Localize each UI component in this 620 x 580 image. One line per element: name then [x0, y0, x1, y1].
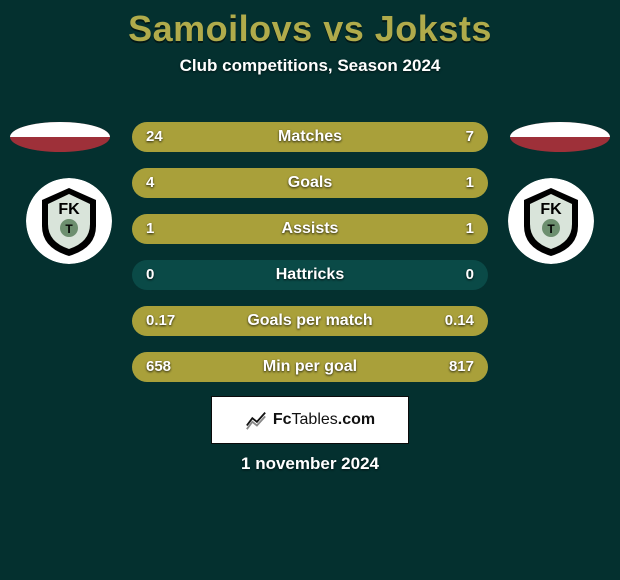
- stat-row: Hattricks0 0: [132, 260, 488, 290]
- club-badge-right: FK T: [508, 178, 594, 264]
- stat-bar-right-fill: [417, 168, 488, 198]
- comparison-bars: Matches247 Goals41 Assists11 Hattricks0 0 Goa…: [132, 122, 488, 398]
- stat-value-left: 0: [146, 260, 154, 290]
- player1-name: Samoilovs: [128, 8, 313, 49]
- flag-left-icon: [10, 122, 110, 152]
- stat-bar-left-fill: [132, 352, 291, 382]
- svg-text:T: T: [547, 222, 555, 236]
- stat-bar-left-fill: [132, 306, 327, 336]
- country-flag-right: [510, 122, 610, 152]
- stat-bar-right-fill: [327, 306, 488, 336]
- vs-text: vs: [323, 8, 364, 49]
- stat-value-right: 0: [466, 260, 474, 290]
- svg-text:T: T: [65, 222, 73, 236]
- svg-text:FK: FK: [540, 201, 562, 218]
- stat-bar-right-fill: [408, 122, 488, 152]
- flag-right-icon: [510, 122, 610, 152]
- stat-row: Matches247: [132, 122, 488, 152]
- stat-bar-right-fill: [291, 352, 488, 382]
- subtitle: Club competitions, Season 2024: [0, 56, 620, 76]
- club-badge-right-icon: FK T: [508, 178, 594, 264]
- stat-bar-left-fill: [132, 168, 417, 198]
- comparison-title: Samoilovs vs Joksts: [0, 0, 620, 50]
- stat-bar-left-fill: [132, 122, 408, 152]
- brand-badge: FcTables.com: [211, 396, 409, 444]
- stat-row: Goals per match0.170.14: [132, 306, 488, 336]
- stat-bar-left-fill: [132, 214, 310, 244]
- date-text: 1 november 2024: [0, 454, 620, 474]
- brand-com: .com: [338, 411, 375, 428]
- svg-text:FK: FK: [58, 201, 80, 218]
- stat-row: Assists11: [132, 214, 488, 244]
- stat-label: Hattricks: [132, 260, 488, 290]
- player2-name: Joksts: [375, 8, 492, 49]
- stat-row: Goals41: [132, 168, 488, 198]
- country-flag-left: [10, 122, 110, 152]
- stat-row: Min per goal658817: [132, 352, 488, 382]
- brand-tables: Tables: [292, 411, 338, 428]
- chart-icon: [245, 409, 267, 431]
- stat-bar-right-fill: [310, 214, 488, 244]
- club-badge-left: FK T: [26, 178, 112, 264]
- club-badge-left-icon: FK T: [26, 178, 112, 264]
- brand-fc: Fc: [273, 411, 292, 428]
- brand-text: FcTables.com: [273, 411, 375, 429]
